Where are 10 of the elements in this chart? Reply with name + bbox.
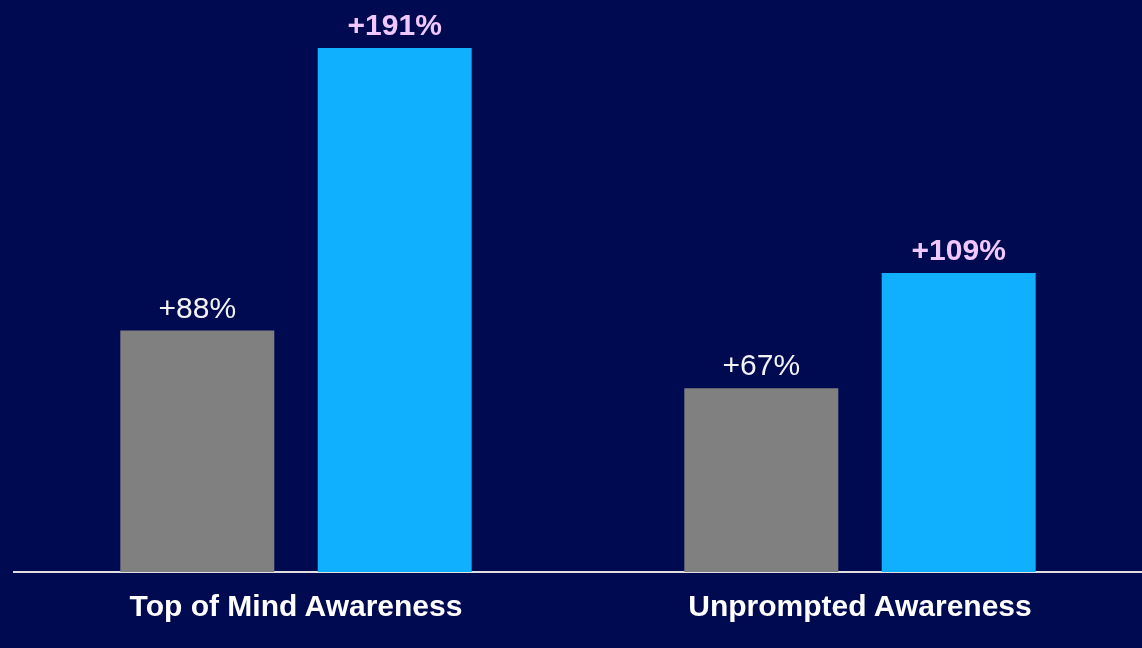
bar xyxy=(317,48,472,572)
data-label: +109% xyxy=(911,233,1006,267)
bar xyxy=(684,388,839,572)
x-tick-label: Top of Mind Awareness xyxy=(129,589,463,623)
bar xyxy=(881,272,1036,572)
data-label: +88% xyxy=(158,290,237,324)
bar xyxy=(120,330,275,572)
x-tick-label: Unprompted Awareness xyxy=(688,589,1032,623)
data-label: +67% xyxy=(722,348,801,382)
data-label: +191% xyxy=(347,8,442,42)
